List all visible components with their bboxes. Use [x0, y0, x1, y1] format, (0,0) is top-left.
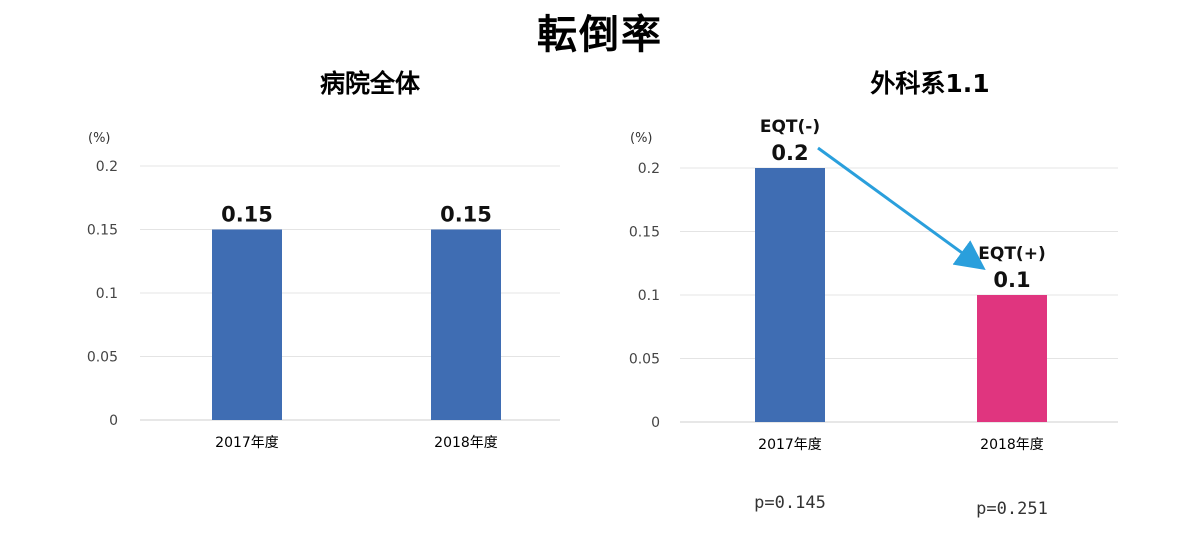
- y-tick-label: 0.1: [638, 288, 660, 304]
- bar-2017年度: [212, 229, 282, 420]
- trend-arrow: [817, 146, 986, 271]
- y-tick-label: 0.1: [96, 286, 118, 302]
- bar-2018年度: [977, 295, 1047, 422]
- category-label: 2017年度: [215, 435, 279, 451]
- category-label: 2018年度: [434, 435, 498, 451]
- left-chart-title: 病院全体: [319, 69, 420, 98]
- category-label: 2017年度: [758, 437, 822, 453]
- p-value-label: p=0.251: [976, 499, 1048, 519]
- value-label: 0.2: [771, 141, 808, 165]
- value-label: 0.1: [993, 268, 1030, 292]
- bar-2017年度: [755, 168, 825, 422]
- y-tick-label: 0.2: [96, 159, 118, 175]
- y-tick-label: 0.15: [629, 225, 660, 241]
- y-tick-label: 0.2: [638, 161, 660, 177]
- value-label: 0.15: [221, 203, 273, 227]
- bar-annotation: EQT(-): [760, 117, 820, 137]
- y-tick-label: 0.15: [87, 223, 118, 239]
- y-tick-label: 0: [651, 415, 660, 431]
- y-unit-label: (%): [630, 131, 653, 146]
- y-tick-label: 0.05: [629, 352, 660, 368]
- y-unit-label: (%): [88, 131, 111, 146]
- p-value-label: p=0.145: [754, 493, 826, 513]
- bar-annotation: EQT(+): [978, 244, 1045, 264]
- y-tick-label: 0: [109, 413, 118, 429]
- right-chart-title: 外科系1.1: [870, 69, 990, 98]
- category-label: 2018年度: [980, 437, 1044, 453]
- y-tick-label: 0.05: [87, 350, 118, 366]
- bar-2018年度: [431, 229, 501, 420]
- value-label: 0.15: [440, 203, 492, 227]
- main-title: 転倒率: [537, 12, 663, 58]
